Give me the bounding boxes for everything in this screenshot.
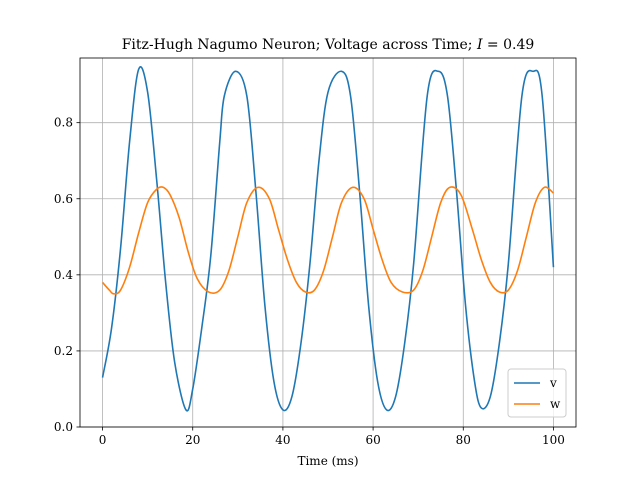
x-tick-label: 80	[456, 433, 471, 447]
chart-title-prefix: Fitz-Hugh Nagumo Neuron; Voltage across …	[122, 37, 477, 53]
plot-lines	[101, 66, 555, 412]
x-tick-label: 40	[275, 433, 290, 447]
x-axis-label: Time (ms)	[297, 454, 358, 468]
chart-title-suffix: = 0.49	[482, 37, 534, 53]
chart-title-math: I	[476, 37, 483, 53]
x-tick-label: 0	[99, 433, 107, 447]
x-tick-label: 100	[542, 433, 565, 447]
x-tick-label: 60	[365, 433, 380, 447]
x-tick-label: 20	[185, 433, 200, 447]
chart-title: Fitz-Hugh Nagumo Neuron; Voltage across …	[122, 37, 535, 53]
legend-label-v: v	[549, 376, 557, 390]
legend: vw	[507, 368, 567, 418]
y-tick-label: 0.6	[54, 192, 73, 206]
y-tick-label: 0.0	[54, 420, 73, 434]
legend-label-w: w	[550, 397, 561, 411]
legend-entries: vw	[514, 376, 561, 411]
y-tick-label: 0.8	[54, 116, 73, 130]
series-line-v	[101, 66, 555, 412]
axes-frame	[79, 57, 577, 428]
y-tick-label: 0.4	[54, 268, 73, 282]
axis-ticks: 0 20 40 60 80 100 0.0 0.2 0.4 0.6 0.8	[54, 116, 565, 447]
legend-box	[507, 368, 567, 418]
y-tick-label: 0.2	[54, 344, 73, 358]
series-line-w	[101, 186, 554, 295]
